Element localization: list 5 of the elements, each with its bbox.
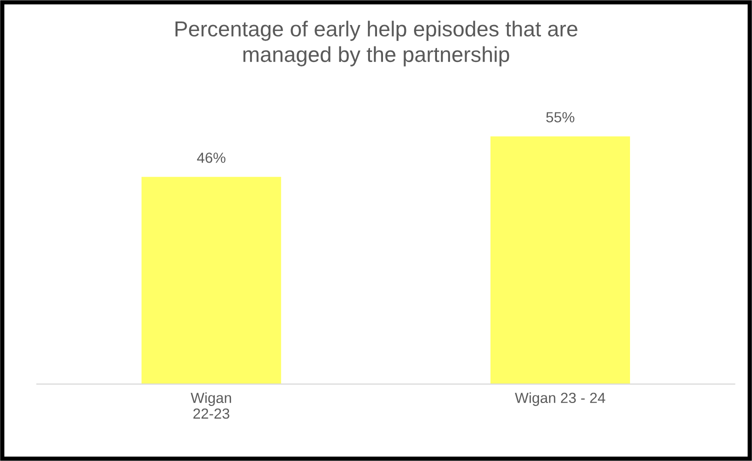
data-label: 55%: [546, 112, 574, 122]
chart-title: Percentage of early help episodes that are managed by the partnership: [176, 20, 578, 66]
x-tick-label: Wigan 22-23: [190, 392, 232, 419]
x-tick-label: Wigan 23 - 24: [514, 392, 606, 406]
data-label: 46%: [197, 152, 226, 163]
